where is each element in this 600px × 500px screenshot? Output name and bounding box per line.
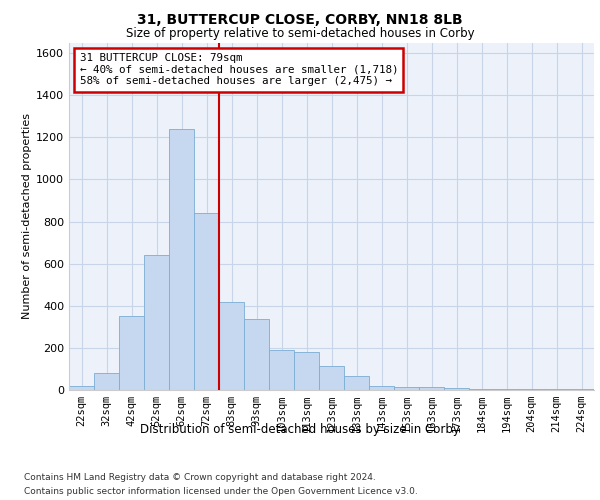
Text: Distribution of semi-detached houses by size in Corby: Distribution of semi-detached houses by … (140, 422, 460, 436)
Bar (369, 386, 394, 390)
Text: Size of property relative to semi-detached houses in Corby: Size of property relative to semi-detach… (125, 28, 475, 40)
Text: Contains HM Land Registry data © Crown copyright and database right 2024.: Contains HM Land Registry data © Crown c… (24, 472, 376, 482)
Bar (444, 388, 469, 390)
Y-axis label: Number of semi-detached properties: Number of semi-detached properties (22, 114, 32, 320)
Bar (269, 350, 294, 390)
Bar (419, 388, 444, 390)
Text: 31, BUTTERCUP CLOSE, CORBY, NN18 8LB: 31, BUTTERCUP CLOSE, CORBY, NN18 8LB (137, 12, 463, 26)
Bar (69, 386, 94, 390)
Bar (319, 366, 344, 390)
Bar (344, 376, 369, 390)
Bar (394, 387, 419, 390)
Bar (294, 352, 319, 390)
Bar (194, 213, 219, 390)
Bar (144, 255, 169, 390)
Bar (169, 129, 194, 390)
Bar (119, 316, 144, 390)
Bar (244, 320, 269, 390)
Text: 31 BUTTERCUP CLOSE: 79sqm
← 40% of semi-detached houses are smaller (1,718)
58% : 31 BUTTERCUP CLOSE: 79sqm ← 40% of semi-… (79, 53, 398, 86)
Bar (219, 302, 244, 390)
Text: Contains public sector information licensed under the Open Government Licence v3: Contains public sector information licen… (24, 488, 418, 496)
Bar (469, 389, 494, 390)
Bar (94, 373, 119, 390)
Bar (494, 389, 519, 390)
